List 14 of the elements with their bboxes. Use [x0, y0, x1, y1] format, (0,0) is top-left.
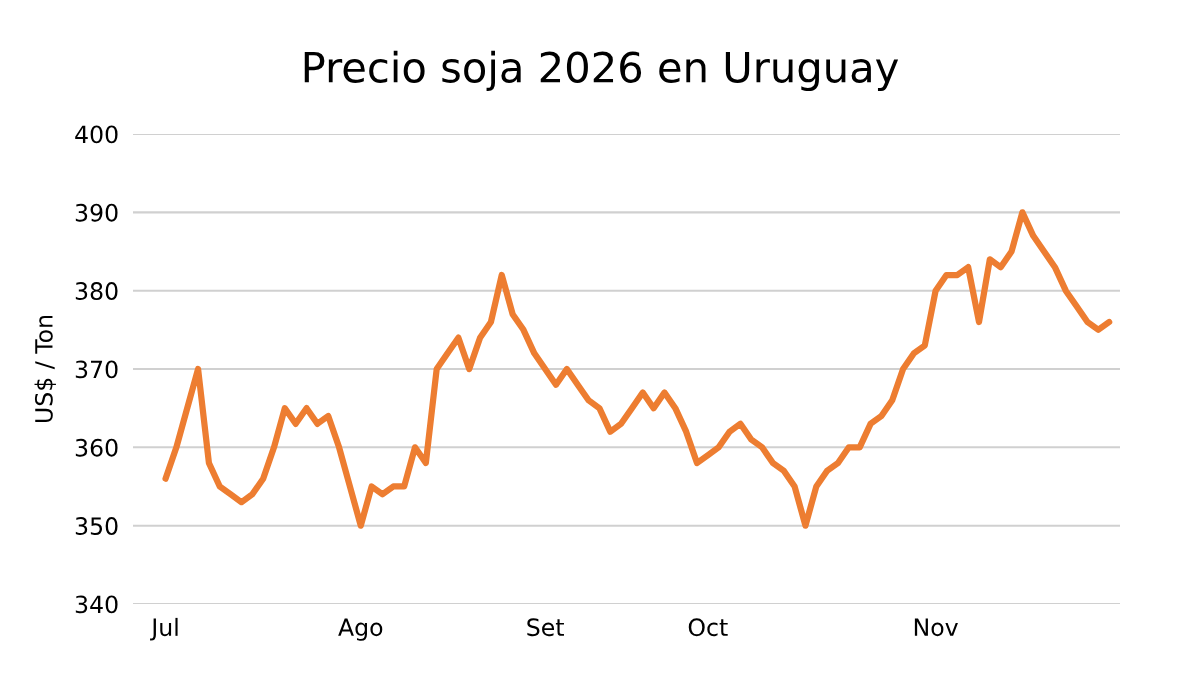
y-tick-label: 360: [75, 438, 118, 457]
y-tick-label: 340: [75, 595, 118, 614]
chart-title: Precio soja 2026 en Uruguay: [304, 50, 899, 92]
x-tick-label: Ago: [338, 618, 383, 641]
y-tick-label: 350: [75, 517, 118, 535]
y-tick-label: 370: [75, 360, 118, 379]
y-tick-label: 380: [75, 282, 118, 300]
x-tick-label: Jul: [150, 617, 178, 641]
y-axis-title: US$ / Ton: [34, 315, 56, 422]
x-tick-label: Nov: [914, 618, 958, 637]
y-tick-label: 400: [75, 125, 118, 144]
x-tick-label: Set: [527, 618, 564, 637]
x-tick-label: Oct: [688, 618, 728, 637]
y-tick-label: 390: [75, 203, 118, 222]
